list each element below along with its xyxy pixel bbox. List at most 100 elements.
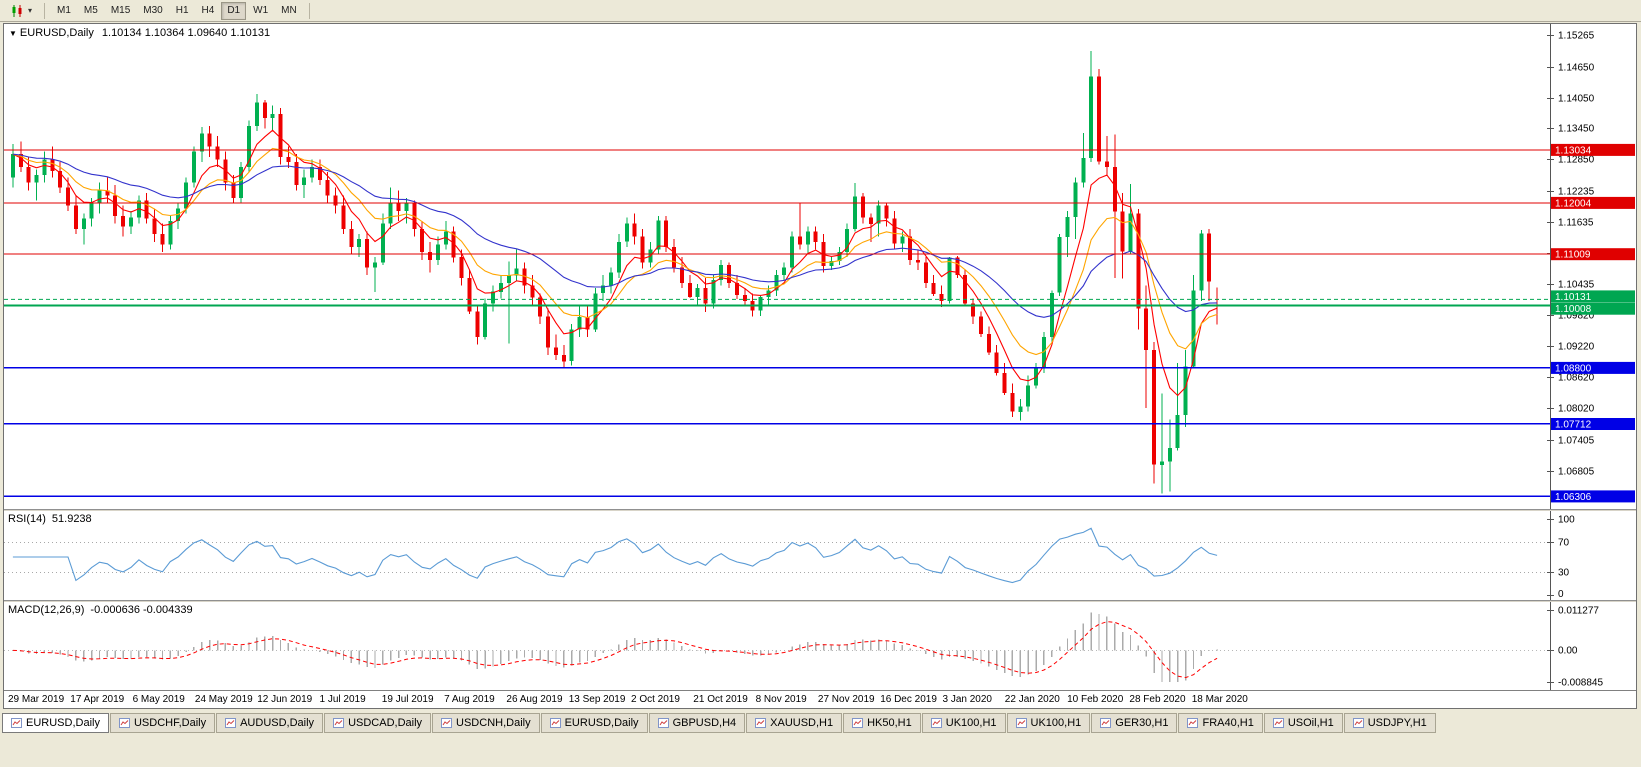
chart-tab-label: USDCHF,Daily [133, 717, 207, 729]
macd-signal-line [12, 621, 1218, 679]
svg-text:1.10131: 1.10131 [1555, 292, 1592, 303]
svg-text:1.11635: 1.11635 [1558, 218, 1594, 229]
chart-window: 1.15265 1.14650 1.14050 1.13450 1.12850 1.122… [3, 23, 1637, 709]
chart-tab-eurusd-daily[interactable]: EURUSD,Daily [540, 713, 648, 733]
time-axis-label: 12 Jun 2019 [257, 694, 313, 705]
horizontal-level-lines[interactable] [4, 149, 1550, 498]
svg-text:1.10435: 1.10435 [1558, 280, 1595, 291]
chart-tab-hk50-h1[interactable]: HK50,H1 [843, 713, 921, 733]
svg-text:1.12235: 1.12235 [1558, 187, 1595, 198]
svg-text:1.08800: 1.08800 [1555, 363, 1592, 374]
timeframe-button-m15[interactable]: M15 [110, 5, 131, 16]
chart-tab-label: GBPUSD,H4 [672, 717, 737, 729]
panel-splitter[interactable] [4, 509, 1636, 511]
svg-text:1.06805: 1.06805 [1558, 467, 1595, 478]
time-axis-label: 17 Apr 2019 [70, 694, 125, 705]
chart-tab-uk100-h1[interactable]: UK100,H1 [921, 713, 1006, 733]
time-axis-label: 6 May 2019 [132, 694, 185, 705]
chart-tab-usoil-h1[interactable]: USOil,H1 [1263, 713, 1343, 733]
chart-tab-label: UK100,H1 [1030, 717, 1082, 729]
chart-tab-audusd-daily[interactable]: AUDUSD,Daily [216, 713, 324, 733]
time-axis-label: 8 Nov 2019 [755, 694, 807, 705]
svg-text:1.07405: 1.07405 [1558, 436, 1595, 447]
svg-text:70: 70 [1558, 538, 1570, 549]
svg-text:1.08020: 1.08020 [1558, 404, 1595, 415]
chart-tab-label: HK50,H1 [867, 717, 912, 729]
chart-tab-gbpusd-h4[interactable]: GBPUSD,H4 [648, 713, 746, 733]
chart-tab-icon [852, 718, 864, 728]
svg-text:0: 0 [1558, 589, 1564, 600]
time-axis-label: 18 Mar 2020 [1191, 694, 1248, 705]
chart-tab-icon [930, 718, 942, 728]
chart-tab-eurusd-daily[interactable]: EURUSD,Daily [2, 713, 109, 733]
rsi-panel: 100 70 30 0 RSI(14) 51.9238 [4, 511, 1636, 600]
svg-text:1.12850: 1.12850 [1558, 155, 1595, 166]
dropdown-caret-icon: ▾ [28, 6, 33, 15]
svg-text:0.011277: 0.011277 [1558, 606, 1599, 617]
svg-text:100: 100 [1558, 515, 1575, 526]
ma-fast-line [12, 129, 1218, 397]
macd-axis[interactable]: 0.011277 0.00 -0.008845 [4, 602, 1603, 690]
timeframe-button-m5[interactable]: M5 [83, 5, 98, 16]
time-axis-label: 3 Jan 2020 [942, 694, 993, 705]
time-axis-label: 13 Sep 2019 [568, 694, 626, 705]
timeframe-button-mn[interactable]: MN [281, 5, 297, 16]
chart-tab-xauusd-h1[interactable]: XAUUSD,H1 [746, 713, 843, 733]
chart-tab-usdjpy-h1[interactable]: USDJPY,H1 [1343, 713, 1436, 733]
svg-text:1.09220: 1.09220 [1558, 342, 1595, 353]
rsi-axis[interactable]: 100 70 30 0 [4, 511, 1575, 600]
timeframe-button-h4[interactable]: H4 [201, 5, 215, 16]
timeframe-button-m1[interactable]: M1 [57, 5, 71, 16]
svg-text:1.07712: 1.07712 [1555, 419, 1592, 430]
time-axis[interactable]: 29 Mar 2019 17 Apr 2019 6 May 2019 24 May 2… [4, 690, 1636, 708]
svg-text:1.12004: 1.12004 [1555, 198, 1592, 209]
toolbar: ▾ M1 M5 M15 M30 H1 H4 D1 W1 MN [0, 0, 1641, 22]
svg-text:1.10008: 1.10008 [1555, 304, 1592, 315]
svg-text:1.13450: 1.13450 [1558, 124, 1595, 135]
chart-tab-ger30-h1[interactable]: GER30,H1 [1091, 713, 1178, 733]
time-axis-label: 2 Oct 2019 [631, 694, 680, 705]
time-axis-label: 19 Jul 2019 [381, 694, 434, 705]
candlestick-chart-icon [12, 4, 22, 17]
timeframe-button-m30[interactable]: M30 [143, 5, 163, 16]
chart-tab-label: XAUUSD,H1 [770, 717, 834, 729]
svg-text:1.15265: 1.15265 [1558, 31, 1595, 42]
panel-splitter[interactable] [4, 600, 1636, 602]
chart-tab-icon [1100, 718, 1112, 728]
chart-tab-usdchf-daily[interactable]: USDCHF,Daily [109, 713, 216, 733]
ma-slow-line [12, 153, 1218, 318]
timeframe-button-group: M1 M5 M15 M30 H1 H4 D1 W1 MN [51, 1, 303, 20]
timeframe-button-d1[interactable]: D1 [221, 1, 247, 20]
svg-text:1.14050: 1.14050 [1558, 94, 1595, 105]
rsi-canvas[interactable]: 100 70 30 0 [4, 511, 1636, 600]
chart-tab-label: FRA40,H1 [1202, 717, 1254, 729]
chart-tab-label: USOil,H1 [1287, 717, 1334, 729]
macd-histogram [20, 612, 1218, 682]
price-axis[interactable]: 1.15265 1.14650 1.14050 1.13450 1.12850 1.122… [1547, 24, 1595, 509]
candles [10, 51, 1220, 494]
timeframe-button-w1[interactable]: W1 [253, 5, 269, 16]
svg-text:1.09820: 1.09820 [1558, 311, 1595, 322]
chart-tab-icon [118, 718, 130, 728]
chart-tab-uk100-h1[interactable]: UK100,H1 [1006, 713, 1091, 733]
svg-text:1.08620: 1.08620 [1558, 373, 1595, 384]
timeframe-button-h1[interactable]: H1 [175, 5, 189, 16]
chart-tab-fra40-h1[interactable]: FRA40,H1 [1178, 713, 1263, 733]
time-axis-label: 1 Jul 2019 [319, 694, 366, 705]
chart-tab-usdcad-daily[interactable]: USDCAD,Daily [324, 713, 432, 733]
time-axis-label: 28 Feb 2020 [1129, 694, 1186, 705]
chart-tab-icon [441, 718, 453, 728]
svg-text:30: 30 [1558, 568, 1570, 579]
time-axis-label: 22 Jan 2020 [1004, 694, 1060, 705]
price-axis-labels: 1.13034 1.12004 1.11009 1.10008 1.08800 1.077… [1551, 143, 1635, 503]
chart-tab-icon [549, 718, 561, 728]
chart-type-button[interactable]: ▾ [4, 2, 38, 20]
time-axis-label: 29 Mar 2019 [8, 694, 65, 705]
price-chart-canvas[interactable]: 1.15265 1.14650 1.14050 1.13450 1.12850 1.122… [4, 24, 1636, 509]
macd-canvas[interactable]: 0.011277 0.00 -0.008845 [4, 602, 1636, 690]
chart-tab-icon [1015, 718, 1027, 728]
time-axis-label: 24 May 2019 [194, 694, 253, 705]
chart-tab-usdcnh-daily[interactable]: USDCNH,Daily [432, 713, 540, 733]
chart-tab-icon [225, 718, 237, 728]
svg-text:1.13034: 1.13034 [1555, 145, 1592, 156]
